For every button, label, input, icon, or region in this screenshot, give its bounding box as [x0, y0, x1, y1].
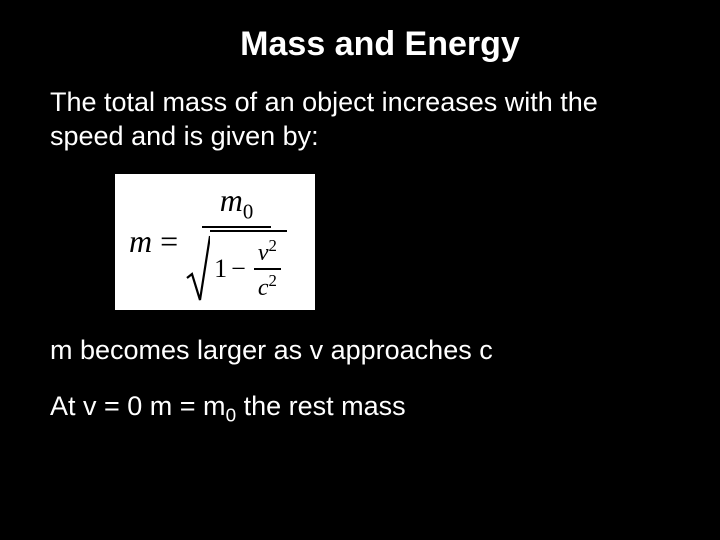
- inner-fraction: v2 c2: [254, 236, 281, 302]
- equation-box: m = m0 1 −: [115, 174, 315, 310]
- var-c: c: [258, 275, 269, 301]
- slide-title: Mass and Energy: [90, 25, 670, 64]
- sqrt-container: 1 − v2 c2: [186, 230, 287, 302]
- inner-denominator: c2: [258, 270, 277, 302]
- sup-2a: 2: [268, 236, 276, 255]
- line3-suffix: the rest mass: [236, 391, 406, 421]
- equation-lhs: m =: [129, 223, 178, 260]
- line-2: m becomes larger as v approaches c: [50, 335, 670, 366]
- one: 1: [214, 254, 227, 284]
- var-m0-m: m: [220, 182, 243, 218]
- var-m: m: [129, 223, 152, 259]
- mass-equation: m = m0 1 −: [129, 182, 287, 302]
- line3-prefix: At v = 0 m = m: [50, 391, 226, 421]
- inner-numerator: v2: [254, 236, 281, 270]
- main-fraction: m0 1 −: [186, 182, 287, 302]
- intro-text: The total mass of an object increases wi…: [50, 86, 670, 154]
- denominator: 1 − v2 c2: [186, 228, 287, 302]
- sqrt-icon: [186, 230, 210, 302]
- minus: −: [231, 254, 246, 284]
- numerator: m0: [202, 182, 272, 228]
- var-v: v: [258, 240, 269, 266]
- slide-container: Mass and Energy The total mass of an obj…: [0, 0, 720, 452]
- equals-sign: =: [152, 223, 178, 259]
- line3-sub: 0: [226, 405, 237, 426]
- sqrt-content: 1 − v2 c2: [210, 230, 287, 302]
- sup-2b: 2: [268, 271, 276, 290]
- var-m0-sub: 0: [243, 200, 253, 223]
- line-3: At v = 0 m = m0 the rest mass: [50, 391, 670, 427]
